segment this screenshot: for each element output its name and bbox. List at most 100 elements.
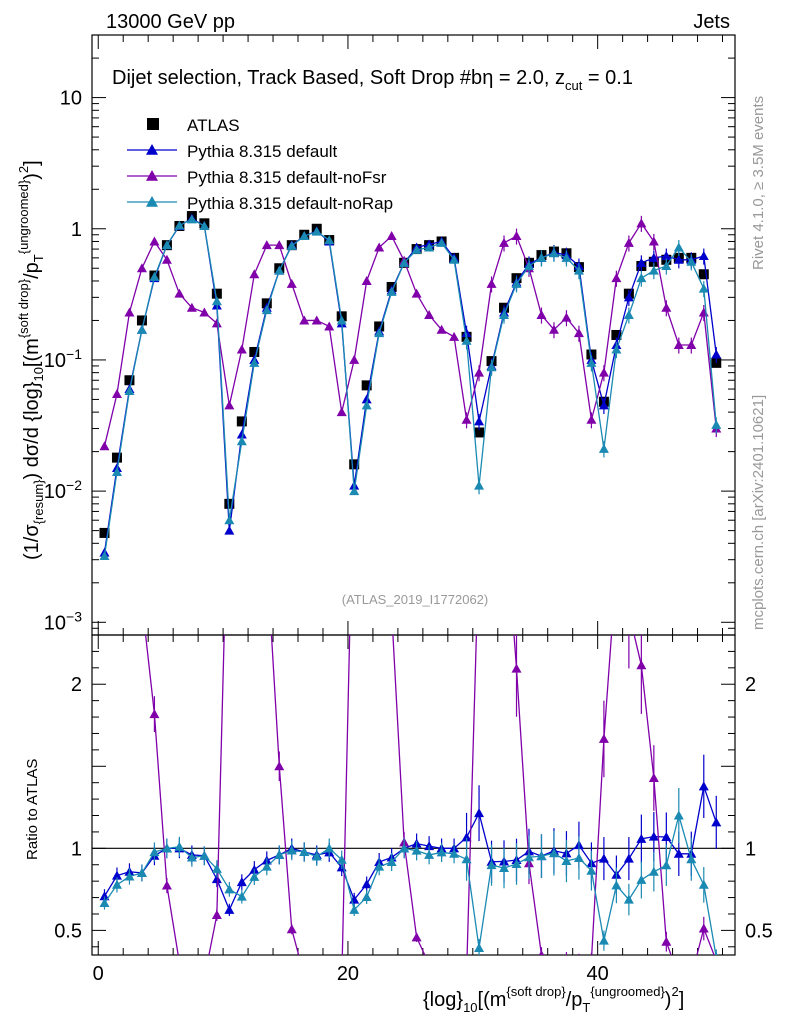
- ratio-point: [186, 852, 197, 862]
- ratio-point: [274, 761, 285, 771]
- ratio-point: [714, 952, 718, 955]
- data-point: [698, 307, 709, 317]
- data-point: [336, 407, 347, 417]
- data-point: [111, 466, 122, 476]
- ratio-point: [574, 956, 584, 965]
- ratio-point: [161, 880, 172, 890]
- data-point: [561, 252, 572, 262]
- y-tick-label-ratio-right: 2: [745, 674, 756, 696]
- ratio-point: [511, 858, 522, 868]
- legend: ATLAS Pythia 8.315 default Pythia 8.315 de…: [127, 116, 393, 213]
- series-line: [103, 217, 717, 553]
- data-point: [648, 265, 659, 275]
- ratio-point: [673, 848, 684, 858]
- ratio-point: [361, 879, 372, 889]
- data-point: [673, 242, 684, 252]
- data-point: [536, 310, 547, 320]
- data-point: [411, 244, 422, 254]
- data-point: [211, 318, 222, 328]
- ratio-point: [536, 851, 547, 861]
- data-point-atlas: [474, 427, 485, 438]
- ratio-point: [424, 849, 435, 859]
- data-point: [636, 273, 647, 283]
- ratio-point: [249, 871, 260, 881]
- y-tick-label-ratio-right: 0.5: [745, 920, 773, 942]
- legend-label: Pythia 8.315 default-noFsr: [187, 168, 387, 187]
- ratio-point: [462, 969, 472, 978]
- data-point: [449, 331, 460, 341]
- x-tick-label: 0: [93, 963, 104, 985]
- chart-title-suffix: η = 2.0, z: [482, 67, 565, 89]
- series-curves: [99, 211, 722, 981]
- data-point: [299, 231, 310, 241]
- ratio-point: [111, 870, 122, 880]
- data-point: [386, 286, 397, 296]
- data-point: [698, 283, 709, 293]
- data-point-atlas: [111, 452, 122, 463]
- legend-marker: [147, 118, 159, 130]
- series-main-3: [99, 214, 722, 561]
- data-point-atlas: [99, 527, 110, 538]
- data-point: [661, 261, 672, 271]
- ratio-point: [636, 874, 647, 884]
- ratio-point: [161, 843, 172, 853]
- ratio-point: [411, 845, 422, 855]
- ratio-point: [698, 923, 709, 933]
- ratio-point: [124, 871, 135, 881]
- ratio-point: [224, 904, 235, 914]
- ratio-point: [224, 433, 234, 442]
- ratio-point: [648, 831, 659, 841]
- series-ratio-3: [99, 787, 718, 955]
- data-point: [374, 328, 385, 338]
- ratio-point: [336, 854, 347, 864]
- series-main-2: [99, 215, 722, 451]
- data-point: [336, 315, 347, 325]
- ratio-point: [673, 810, 684, 820]
- data-point: [311, 226, 322, 236]
- ratio-point: [686, 972, 696, 981]
- ratio-point: [586, 865, 597, 875]
- y-tick-label-main: 1: [71, 219, 82, 241]
- data-point: [523, 261, 534, 271]
- energy-label: 13000 GeV pp: [106, 11, 235, 33]
- ratio-point: [349, 904, 360, 914]
- y-tick-label-main: 10−2: [44, 477, 82, 503]
- data-point: [211, 296, 222, 306]
- ratio-point: [211, 874, 222, 884]
- data-point: [236, 436, 247, 446]
- ratio-point: [561, 855, 572, 865]
- ratio-point: [661, 936, 672, 946]
- ratio-point: [387, 606, 397, 615]
- legend-label: Pythia 8.315 default-noRap: [187, 194, 393, 213]
- ratio-point: [362, 433, 372, 442]
- ratio-point: [424, 959, 434, 968]
- ratio-point: [636, 833, 647, 843]
- ratio-point: [686, 854, 697, 864]
- ratio-point: [711, 956, 721, 965]
- chart-title-tail: = 0.1: [582, 67, 633, 89]
- ratio-point: [311, 851, 322, 861]
- data-point: [661, 250, 672, 260]
- data-point: [411, 288, 422, 298]
- ratio-point: [523, 852, 534, 862]
- data-point: [274, 240, 285, 250]
- data-point: [548, 248, 559, 258]
- data-point: [249, 357, 260, 367]
- ratio-plot-frame: [91, 634, 736, 956]
- data-point: [299, 315, 310, 325]
- ratio-point: [566, 954, 567, 955]
- ratio-point: [112, 506, 122, 515]
- data-point: [474, 480, 485, 490]
- ratio-point: [124, 468, 134, 477]
- legend-marker: [146, 144, 158, 155]
- data-point: [486, 362, 497, 372]
- y-tick-label-main: 10−3: [44, 608, 82, 634]
- ratio-point: [611, 563, 621, 572]
- data-point: [648, 236, 659, 246]
- data-point: [186, 214, 197, 224]
- ratio-point: [674, 972, 684, 981]
- data-point: [474, 367, 485, 377]
- data-point-atlas: [136, 315, 147, 326]
- data-point: [636, 218, 647, 228]
